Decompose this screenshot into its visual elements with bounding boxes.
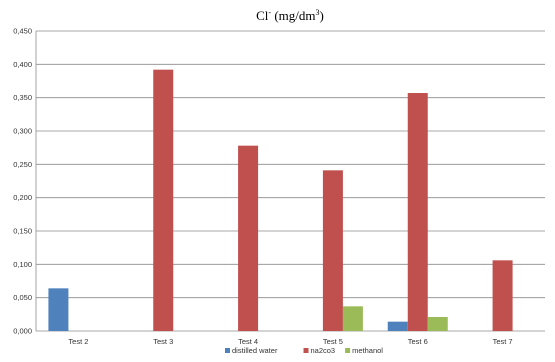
- chart-title: Cl- (mg/dm3): [256, 8, 324, 23]
- gridlines: [35, 30, 545, 332]
- bars: [48, 69, 513, 332]
- bar: [153, 69, 174, 332]
- x-tick-label: Test 7: [493, 337, 513, 346]
- legend-swatch: [345, 348, 351, 353]
- x-tick-label: Test 3: [153, 337, 173, 346]
- y-tick-label: 0,350: [13, 93, 32, 102]
- y-tick-label: 0,150: [13, 227, 32, 236]
- y-tick-label: 0,300: [13, 127, 32, 136]
- bar: [427, 317, 448, 331]
- legend-swatch: [303, 348, 309, 353]
- legend-label: distilled water: [232, 346, 278, 355]
- y-tick-label: 0,200: [13, 193, 32, 202]
- y-tick-label: 0,250: [13, 160, 32, 169]
- bar: [342, 306, 363, 331]
- legend-label: na2co3: [311, 346, 336, 355]
- x-tick-label: Test 2: [68, 337, 88, 346]
- y-tick-label: 0,400: [13, 60, 32, 69]
- legend-label: methanol: [352, 346, 383, 355]
- bar: [407, 93, 428, 331]
- legend: distilled water na2co3 methanol: [225, 346, 383, 355]
- y-tick-label: 0,000: [13, 327, 32, 336]
- y-tick-label: 0,100: [13, 260, 32, 269]
- y-tick-label: 0,450: [13, 27, 32, 36]
- bar: [322, 170, 343, 331]
- x-tick-label: Test 4: [238, 337, 258, 346]
- bar: [387, 321, 408, 331]
- x-tick-label: Test 6: [408, 337, 428, 346]
- legend-swatch: [225, 348, 230, 353]
- y-tick-label: 0,050: [13, 293, 32, 302]
- bar: [238, 145, 259, 331]
- x-tick-label: Test 5: [323, 337, 343, 346]
- bar: [48, 288, 69, 331]
- y-axis-ticks: 0,000 0,050 0,100 0,150 0,200 0,250 0,300 0,350…: [13, 27, 32, 336]
- bar: [492, 260, 513, 331]
- x-axis-ticks: Test 2 Test 3 Test 4 Test 5 Test 6 Test 7: [68, 337, 512, 346]
